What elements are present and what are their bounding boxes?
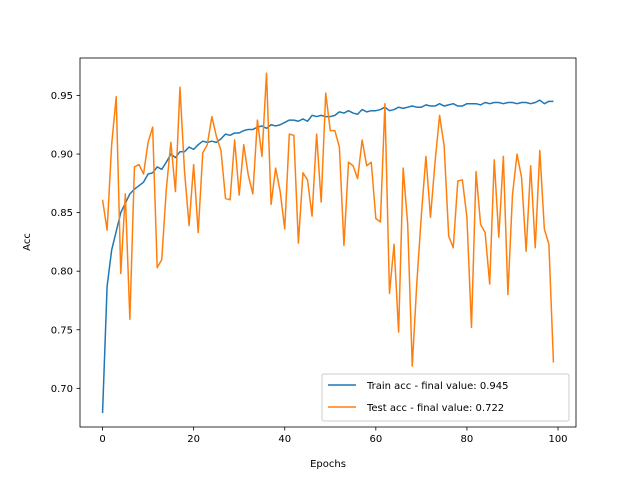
- y-axis-label: Acc: [22, 233, 33, 251]
- y-axis-ticks: 0.70 0.75 0.80 0.85 0.90 0.95: [51, 91, 80, 395]
- y-tick-label: 0.70: [51, 384, 73, 395]
- plot-frame: [79, 57, 577, 428]
- legend-box: [321, 373, 570, 422]
- y-tick-label: 0.90: [51, 150, 73, 161]
- y-tick-label: 0.75: [51, 325, 73, 336]
- x-tick-label: 80: [461, 434, 474, 445]
- x-axis-ticks: 0 20 40 60 80 100: [99, 427, 568, 445]
- axes-layer: [79, 57, 577, 428]
- y-tick-label: 0.85: [51, 208, 73, 219]
- x-tick-label: 60: [369, 434, 382, 445]
- x-tick-label: 100: [548, 434, 567, 445]
- x-tick-label: 0: [99, 434, 105, 445]
- y-tick-label: 0.80: [51, 267, 73, 278]
- x-axis-label: Epochs: [310, 459, 346, 470]
- legend-label-train: Train acc - final value: 0.945: [366, 381, 508, 392]
- legend: Train acc - final value: 0.945 Test acc …: [321, 373, 570, 422]
- y-tick-label: 0.95: [51, 91, 73, 102]
- series-layer: [101, 72, 555, 413]
- series-line-test: [101, 72, 555, 367]
- x-tick-label: 40: [278, 434, 291, 445]
- legend-label-test: Test acc - final value: 0.722: [366, 403, 504, 414]
- x-tick-label: 20: [187, 434, 200, 445]
